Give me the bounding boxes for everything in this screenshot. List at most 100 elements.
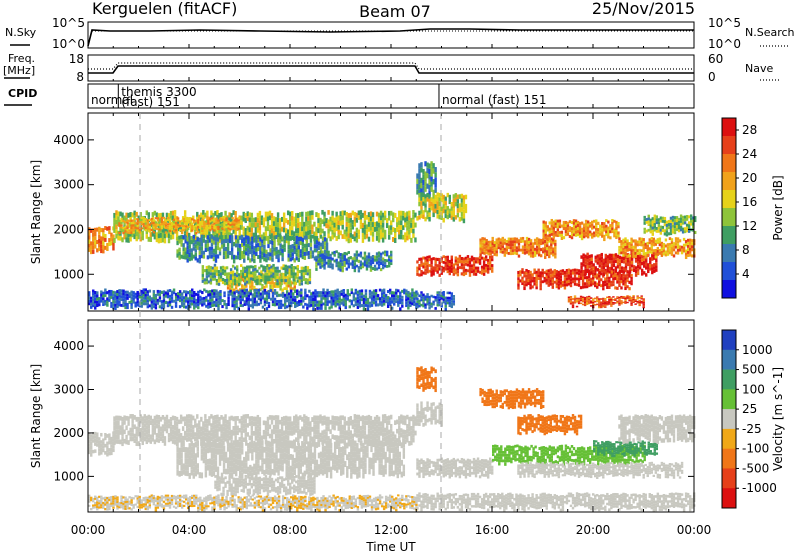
power-cell [636,261,640,265]
power-cell [626,242,629,246]
power-cell [347,265,350,269]
power-cell [369,265,373,269]
power-cell [523,246,527,249]
power-cell [601,225,604,229]
power-cell [182,299,186,303]
power-cell [244,269,247,273]
power-cell [233,303,236,308]
power-cell [366,301,370,305]
power-cell [211,298,214,302]
power-cell [184,223,188,226]
power-cell [604,302,607,305]
power-cell [319,265,322,269]
power-cell [176,217,180,220]
power-cell [136,229,139,232]
velocity-cell [127,430,130,436]
power-cell [186,249,189,255]
velocity-cell [94,435,97,439]
velocity-cell [155,437,159,443]
power-cell [343,257,346,261]
power-cell [216,214,219,220]
power-cell [302,299,305,303]
power-cell [679,220,683,223]
power-cell [265,294,269,298]
power-cell [329,226,332,232]
power-cell [296,292,299,296]
power-cell [291,248,294,253]
power-cell [317,245,321,251]
power-cell [248,274,251,278]
power-cell [474,257,478,261]
power-cell [102,249,105,254]
power-cell [190,240,193,245]
power-cell [235,280,239,284]
power-cell [379,268,383,272]
power-cell [203,296,206,300]
power-cell [293,216,296,222]
velocity-cell [155,419,159,424]
power-cell [269,256,272,261]
velocity-cell [185,437,189,442]
power-cell [266,211,270,217]
power-cell [670,249,674,253]
power-cell [577,275,581,278]
power-cell [624,280,627,284]
power-cell [632,248,635,252]
power-cell [670,238,674,242]
power-cell [206,243,210,248]
power-cell [325,218,328,224]
power-cell [624,283,627,287]
power-cell [221,299,224,303]
power-cell [656,247,660,250]
power-cell [412,214,415,220]
power-cell [218,228,221,234]
power-cell [130,302,133,306]
power-cell [217,223,220,226]
power-cell [168,218,172,221]
power-cell [230,218,233,224]
power-cell [546,225,549,229]
power-cell [203,227,206,230]
power-cell [283,287,286,291]
power-cell [609,227,612,231]
power-cell [412,224,415,229]
velocity-cell [145,434,148,440]
power-cell [146,302,149,306]
power-cell [378,288,382,292]
power-cell [632,297,635,300]
power-cell [685,226,689,230]
power-cell [309,250,313,255]
velocity-cell [149,420,153,426]
power-cell [686,238,690,242]
power-cell [223,282,227,286]
power-cell [675,216,679,220]
power-cell [310,298,313,301]
power-cell [608,256,612,261]
power-cell [671,224,675,228]
power-cell [144,291,147,294]
power-cell [434,182,437,188]
power-cell [450,202,454,207]
power-cell [606,300,609,303]
power-cell [259,301,263,305]
power-cell [251,249,254,254]
power-cell [399,294,402,298]
power-cell [240,225,243,230]
power-cell [138,228,141,231]
power-cell [254,270,257,274]
power-cell [297,249,300,254]
power-cell [231,297,234,301]
power-cell [428,179,431,185]
power-cell [313,256,317,261]
power-cell [116,305,119,309]
power-cell [117,211,120,217]
power-cell [327,253,330,257]
power-cell [422,214,425,219]
velocity-cell [131,423,134,428]
power-cell [254,267,257,271]
power-cell [176,292,180,296]
power-cell [168,303,172,307]
power-cell [618,240,621,244]
power-cell [203,220,206,224]
power-cell [544,224,547,228]
